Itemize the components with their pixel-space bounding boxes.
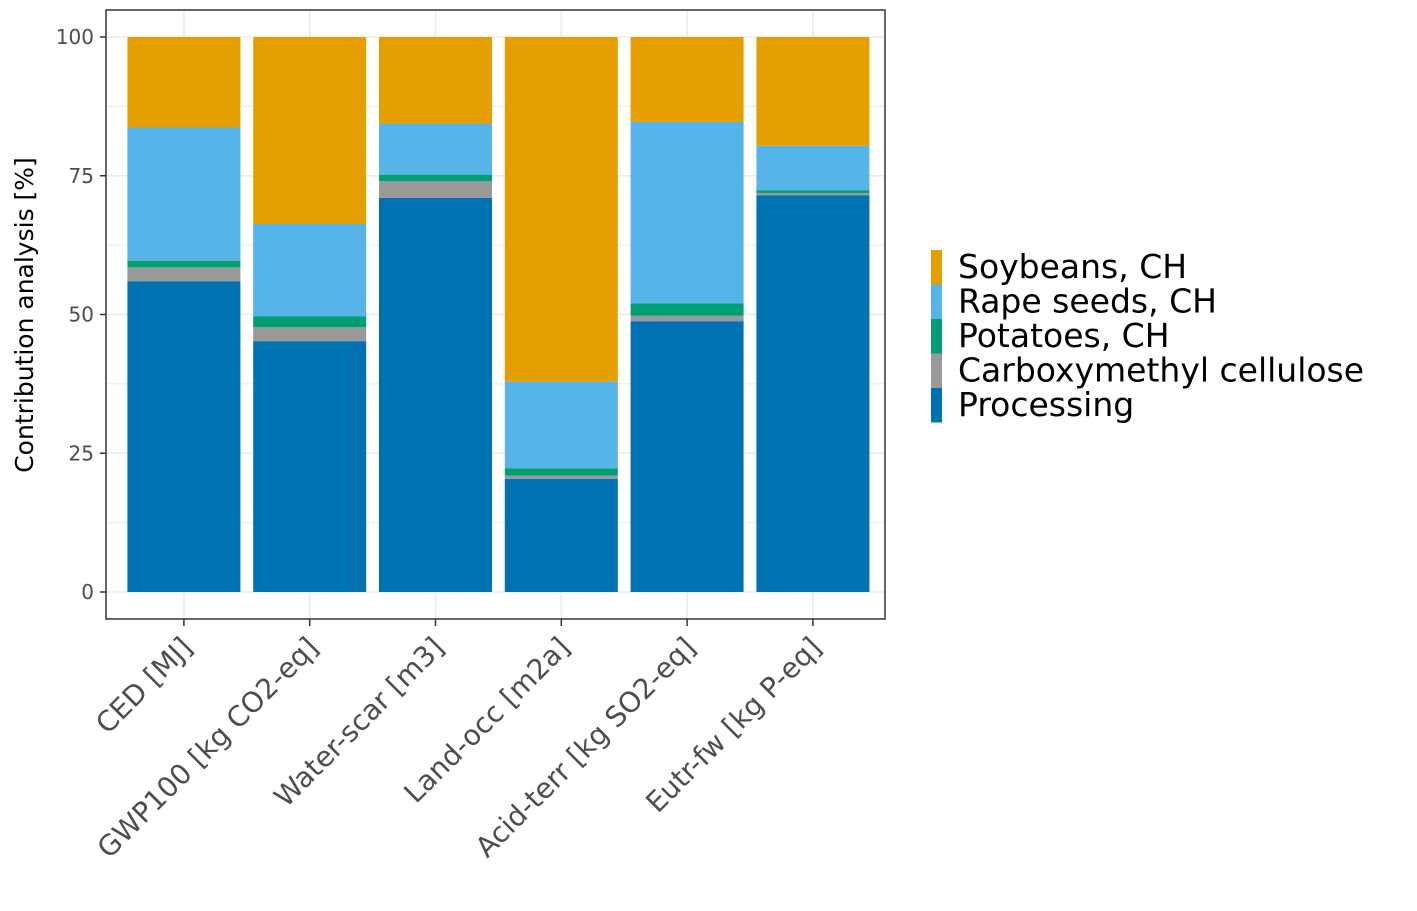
legend-label: Carboxymethyl cellulose bbox=[958, 351, 1364, 390]
legend-key bbox=[931, 319, 942, 354]
legend-key bbox=[931, 353, 942, 388]
bar-segment-carboxymethyl-cellulose bbox=[253, 327, 367, 342]
bar-segment-soybeans-ch bbox=[630, 37, 744, 122]
bar-segment-potatoes-ch bbox=[504, 468, 618, 476]
bar-segment-rape-seeds-ch bbox=[379, 123, 492, 175]
bar-segment-carboxymethyl-cellulose bbox=[127, 267, 241, 282]
bar-segment-soybeans-ch bbox=[504, 37, 618, 382]
bar-segment-rape-seeds-ch bbox=[127, 127, 241, 261]
bar-segment-processing bbox=[756, 195, 870, 593]
bar-segment-processing bbox=[253, 341, 367, 592]
y-axis-title: Contribution analysis [%] bbox=[10, 157, 39, 473]
bar-segment-carboxymethyl-cellulose bbox=[379, 181, 492, 198]
legend-key bbox=[931, 284, 942, 319]
bar-segment-soybeans-ch bbox=[127, 37, 241, 128]
bar-segment-processing bbox=[379, 197, 492, 592]
bar-segment-soybeans-ch bbox=[379, 37, 492, 124]
bar-segment-rape-seeds-ch bbox=[756, 145, 870, 191]
bar-segment-carboxymethyl-cellulose bbox=[756, 192, 870, 196]
legend-label: Soybeans, CH bbox=[958, 247, 1187, 286]
bar-segment-soybeans-ch bbox=[253, 37, 367, 225]
bar-segment-processing bbox=[630, 321, 744, 592]
legend-key bbox=[931, 388, 942, 423]
y-tick-label: 50 bbox=[69, 303, 94, 327]
bar-segment-rape-seeds-ch bbox=[253, 224, 367, 317]
bar-segment-potatoes-ch bbox=[756, 190, 870, 193]
bar-segment-carboxymethyl-cellulose bbox=[504, 475, 618, 479]
bar-segment-soybeans-ch bbox=[756, 37, 870, 146]
bar-segment-carboxymethyl-cellulose bbox=[630, 315, 744, 322]
legend-label: Processing bbox=[958, 385, 1134, 424]
bar-segment-processing bbox=[504, 478, 618, 592]
bar-segment-rape-seeds-ch bbox=[504, 381, 618, 469]
bar-segment-potatoes-ch bbox=[630, 303, 744, 316]
y-tick-label: 75 bbox=[69, 164, 94, 188]
y-tick-label: 0 bbox=[81, 580, 94, 604]
legend-key bbox=[931, 250, 942, 285]
legend-label: Potatoes, CH bbox=[958, 316, 1170, 355]
y-tick-label: 100 bbox=[56, 25, 94, 49]
y-axis: 0 25 50 75 100 bbox=[56, 25, 106, 604]
bar-segment-potatoes-ch bbox=[253, 316, 367, 328]
bars bbox=[127, 37, 870, 593]
bar-segment-potatoes-ch bbox=[379, 174, 492, 182]
legend-label: Rape seeds, CH bbox=[958, 282, 1217, 321]
y-tick-label: 25 bbox=[69, 441, 94, 465]
bar-segment-potatoes-ch bbox=[127, 260, 241, 268]
bar-segment-rape-seeds-ch bbox=[630, 121, 744, 304]
bar-segment-processing bbox=[127, 281, 241, 592]
